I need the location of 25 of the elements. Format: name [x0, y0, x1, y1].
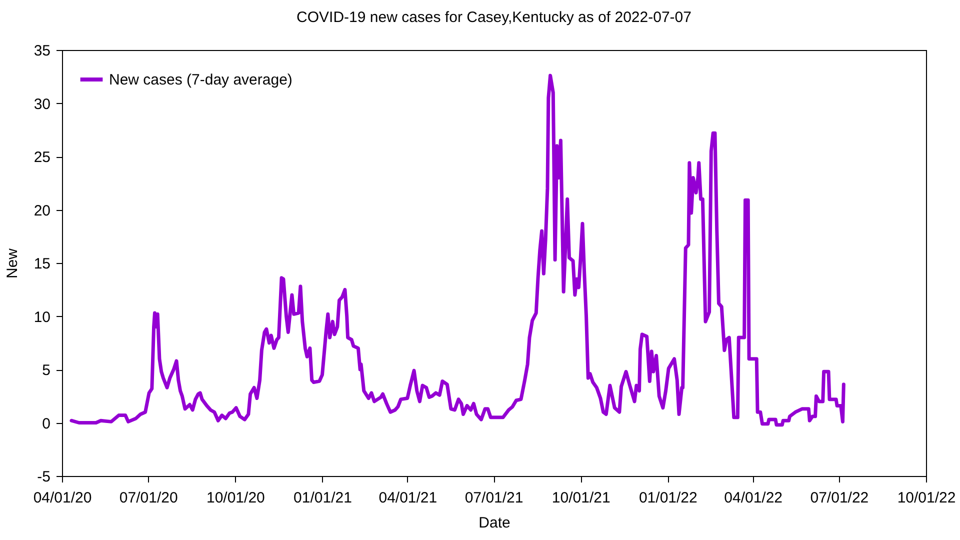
chart-title: COVID-19 new cases for Casey,Kentucky as of 2022-07-07 [296, 9, 692, 26]
x-tick-label: 10/01/21 [552, 490, 610, 506]
y-tick-label: 35 [34, 42, 50, 60]
y-tick-label: 10 [34, 308, 50, 326]
x-tick-label: 04/01/20 [33, 490, 92, 506]
y-tick-label: 25 [34, 149, 50, 166]
y-tick-label: 20 [34, 202, 50, 220]
y-tick-label: -5 [37, 468, 50, 486]
x-tick-label: 07/01/22 [810, 490, 869, 506]
x-tick-label: 04/01/21 [378, 490, 438, 506]
x-tick-label: 07/01/21 [464, 490, 524, 506]
x-tick-label: 01/01/22 [638, 490, 698, 506]
x-tick-label: 04/01/22 [724, 490, 783, 506]
y-tick-label: 0 [42, 415, 50, 432]
x-tick-label: 10/01/20 [206, 490, 265, 506]
legend-label: New cases (7-day average) [109, 72, 292, 88]
line-series [70, 74, 846, 427]
x-axis-title: Date [478, 514, 510, 532]
x-tick-label: 01/01/21 [294, 490, 352, 506]
y-tick-label: 5 [42, 362, 50, 379]
y-axis-title: New [4, 248, 21, 279]
y-tick-label: 15 [34, 256, 50, 272]
y-tick-label: 30 [34, 96, 50, 113]
x-tick-label: 10/01/22 [897, 490, 956, 506]
x-tick-label: 07/01/20 [119, 490, 178, 506]
